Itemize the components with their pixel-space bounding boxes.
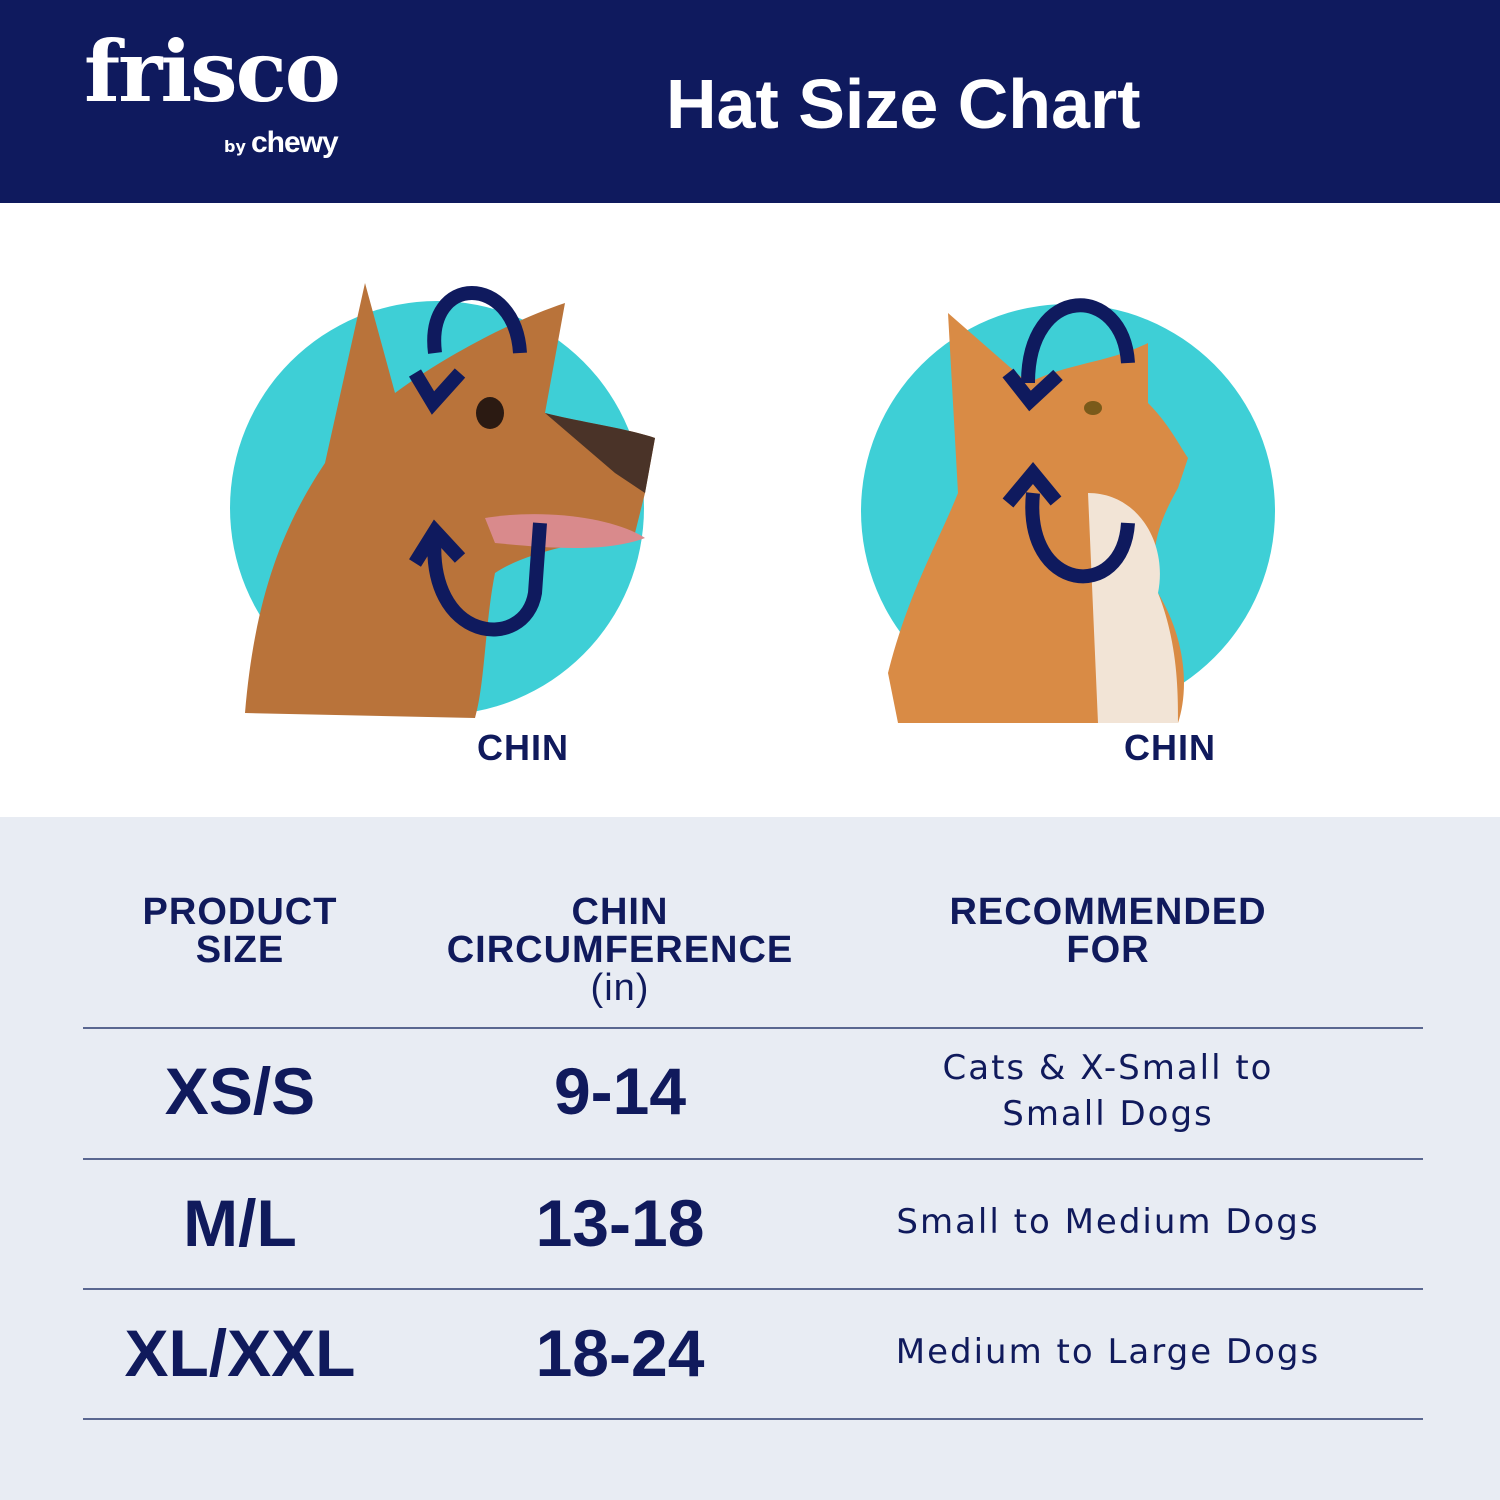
row-chin: 18-24 <box>535 1316 705 1390</box>
logo-by: by <box>224 137 246 156</box>
header-product-size: PRODUCT SIZE <box>90 893 390 969</box>
row-recommended: Medium to Large Dogs <box>895 1332 1321 1372</box>
recommended-line: Small Dogs <box>1002 1094 1214 1134</box>
page-title: Hat Size Chart <box>666 65 1141 143</box>
header-line: CIRCUMFERENCE <box>446 929 794 971</box>
logo-brand: chewy <box>250 126 339 159</box>
size-table: PRODUCT SIZE CHIN CIRCUMFERENCE (in) REC… <box>0 817 1500 1500</box>
header-line: SIZE <box>195 929 285 971</box>
frisco-logo: frisco by chewy <box>84 22 341 160</box>
cat-chin-label: CHIN <box>1124 727 1216 768</box>
dog-chin-label: CHIN <box>477 727 569 768</box>
logo-wordmark: frisco <box>84 22 341 121</box>
header-line: RECOMMENDED <box>949 891 1267 933</box>
row-recommended: Small to Medium Dogs <box>896 1202 1320 1242</box>
row-recommended: Cats & X-Small to Small Dogs <box>858 1045 1358 1137</box>
header-banner: frisco by chewy Hat Size Chart <box>0 0 1500 203</box>
header-recommended-for: RECOMMENDED FOR <box>908 893 1308 969</box>
divider <box>83 1158 1423 1160</box>
row-chin: 9-14 <box>553 1054 687 1128</box>
header-line: CHIN <box>571 891 669 933</box>
header-line: PRODUCT <box>142 891 338 933</box>
illustration-area: CHIN CHIN <box>0 203 1500 817</box>
header-unit: (in) <box>590 967 650 1009</box>
recommended-line: Cats & X-Small to <box>942 1048 1274 1088</box>
divider <box>83 1418 1423 1420</box>
dog-illustration <box>230 283 655 718</box>
header-chin-circumference: CHIN CIRCUMFERENCE (in) <box>420 893 820 1007</box>
divider <box>83 1288 1423 1290</box>
row-size: XL/XXL <box>124 1316 356 1390</box>
row-chin: 13-18 <box>535 1186 705 1260</box>
header-line: FOR <box>1066 929 1150 971</box>
cat-illustration <box>861 298 1275 723</box>
row-size: XS/S <box>164 1054 316 1128</box>
divider <box>83 1027 1423 1029</box>
row-size: M/L <box>183 1186 297 1260</box>
